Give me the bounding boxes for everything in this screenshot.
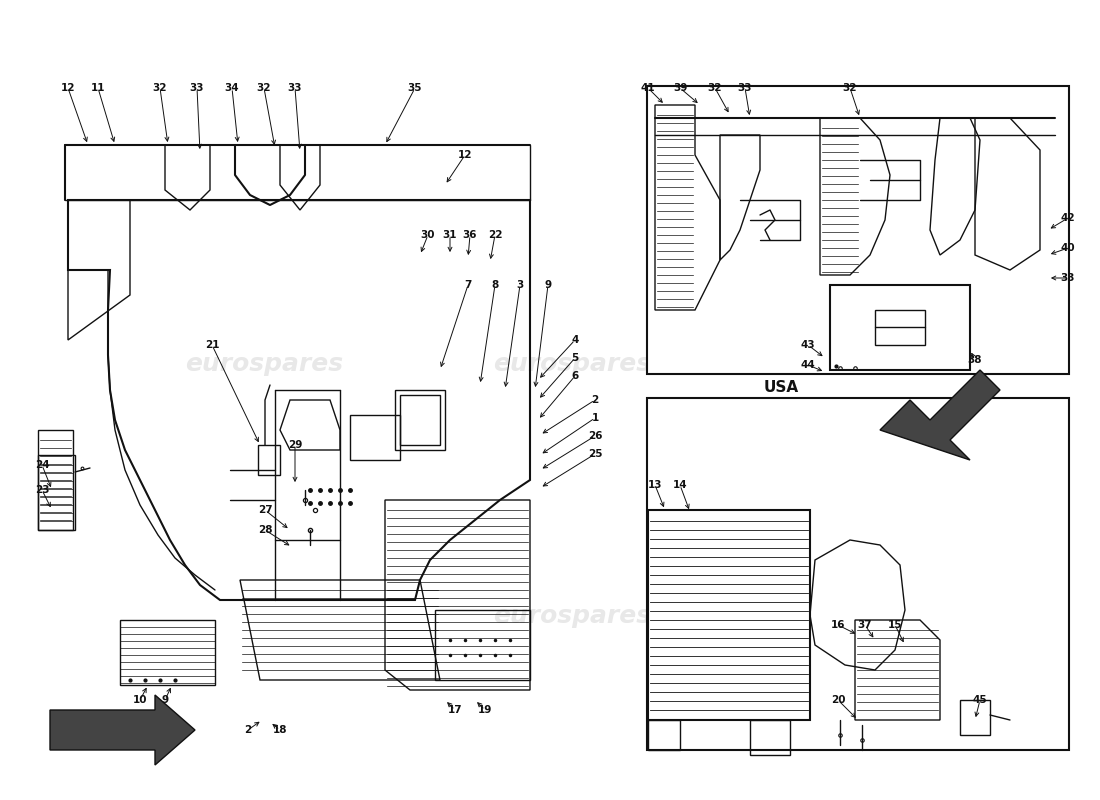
Text: 25: 25 — [587, 449, 603, 459]
Bar — [395, 390, 446, 450]
Text: 36: 36 — [463, 230, 477, 240]
Text: 24: 24 — [35, 460, 50, 470]
Text: 23: 23 — [35, 485, 50, 495]
Text: 13: 13 — [648, 480, 662, 490]
Text: 39: 39 — [673, 83, 688, 93]
Bar — [648, 510, 810, 720]
Text: 35: 35 — [408, 83, 422, 93]
Text: 33: 33 — [738, 83, 752, 93]
Bar — [120, 620, 214, 685]
Text: 20: 20 — [830, 695, 845, 705]
Bar — [350, 415, 400, 460]
Text: 32: 32 — [707, 83, 723, 93]
Text: 33: 33 — [288, 83, 302, 93]
Text: 41: 41 — [640, 83, 656, 93]
Text: 45: 45 — [972, 695, 988, 705]
Text: 7: 7 — [464, 280, 472, 290]
Text: 44: 44 — [801, 360, 815, 370]
Text: eurospares: eurospares — [185, 352, 343, 376]
Text: 42: 42 — [1060, 213, 1076, 223]
Text: 14: 14 — [673, 480, 688, 490]
Text: 40: 40 — [1060, 243, 1076, 253]
Text: 32: 32 — [256, 83, 272, 93]
Text: 32: 32 — [843, 83, 857, 93]
Text: 38: 38 — [968, 355, 982, 365]
Text: 16: 16 — [830, 620, 845, 630]
Text: 30: 30 — [420, 230, 436, 240]
Text: 18: 18 — [273, 725, 287, 735]
Text: 26: 26 — [587, 431, 603, 441]
Text: 9: 9 — [162, 695, 168, 705]
Bar — [647, 86, 1069, 374]
Text: 22: 22 — [487, 230, 503, 240]
Text: 2: 2 — [592, 395, 598, 405]
Text: 19: 19 — [477, 705, 492, 715]
Text: 37: 37 — [858, 620, 872, 630]
Text: eurospares: eurospares — [493, 604, 651, 628]
Bar — [258, 445, 280, 475]
Text: 10: 10 — [133, 695, 147, 705]
Text: 6: 6 — [571, 371, 579, 381]
Text: 4: 4 — [571, 335, 579, 345]
Text: 8: 8 — [492, 280, 498, 290]
Text: 27: 27 — [257, 505, 273, 515]
Text: 28: 28 — [257, 525, 273, 535]
Bar — [434, 610, 530, 680]
Text: 31: 31 — [442, 230, 458, 240]
Polygon shape — [50, 695, 195, 765]
Text: 17: 17 — [448, 705, 462, 715]
Text: 43: 43 — [801, 340, 815, 350]
Text: 3: 3 — [516, 280, 524, 290]
Text: 2: 2 — [244, 725, 252, 735]
Bar — [874, 310, 925, 345]
Bar — [647, 398, 1069, 750]
Text: 1: 1 — [592, 413, 598, 423]
Text: 33: 33 — [189, 83, 205, 93]
Text: 34: 34 — [224, 83, 240, 93]
Text: USA: USA — [763, 380, 799, 395]
Bar — [830, 285, 970, 370]
Text: 29: 29 — [288, 440, 302, 450]
Bar — [39, 455, 75, 530]
Text: 12: 12 — [60, 83, 75, 93]
Text: 11: 11 — [90, 83, 106, 93]
Polygon shape — [880, 370, 1000, 460]
Text: 15: 15 — [888, 620, 902, 630]
Text: 12: 12 — [458, 150, 472, 160]
Text: 9: 9 — [544, 280, 551, 290]
Bar — [400, 395, 440, 445]
Text: 33: 33 — [1060, 273, 1076, 283]
Text: eurospares: eurospares — [493, 352, 651, 376]
Text: 5: 5 — [571, 353, 579, 363]
Text: 21: 21 — [205, 340, 219, 350]
Text: 32: 32 — [153, 83, 167, 93]
